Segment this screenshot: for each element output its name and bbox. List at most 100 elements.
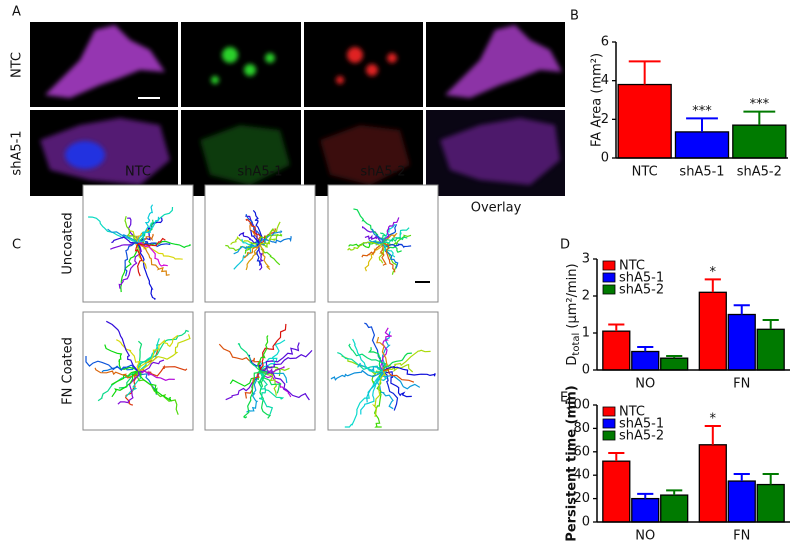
stain [320,125,410,185]
stain [211,47,275,84]
image [304,22,423,107]
cell [440,118,560,185]
trajectory [124,242,139,277]
trajectory [367,347,384,372]
bar [631,497,660,523]
cell [40,118,170,185]
bar [756,328,785,371]
trajectory [366,370,389,403]
error-bar [666,354,683,359]
column-label: shA5-2 [360,165,405,180]
trajectory [243,370,261,419]
legend-label: shA5-2 [619,283,664,298]
stain [336,47,397,84]
trajectory [371,228,384,244]
trajectory [382,243,412,249]
significance: *** [692,104,712,119]
y-axis-label-rest: (μm²/min) [565,263,580,332]
legend-label: NTC [619,259,645,274]
bar [617,83,672,159]
trajectory [344,370,384,428]
error-bar [666,489,683,496]
bar [602,330,631,371]
x-tick-label: shA5-2 [737,165,782,180]
trajectory [357,362,384,373]
significance: * [710,265,717,280]
trajectory [361,242,384,258]
trajectory [259,323,287,372]
x-tick-label: FN [733,377,750,392]
y-tick-label: 2 [582,289,590,304]
y-tick-label: 0 [601,151,609,166]
panel-label: A [12,5,21,20]
bar [698,291,727,371]
row-label: NTC [10,52,25,78]
y-tick-label: 4 [601,73,609,88]
stain [200,125,290,185]
y-tick-label: 2 [601,112,609,127]
significance: * [710,412,717,427]
trajectory [382,368,415,383]
trajectory [246,370,261,413]
legend-swatch [602,284,616,295]
trajectory [259,230,283,244]
trajectory [259,349,313,372]
bar [602,460,631,523]
y-tick-label: 6 [601,35,609,50]
content: ABCDENTCshA5-1ITGA5VinculinOverlayNTCshA… [10,5,790,544]
y-tick-label: 20 [573,491,590,506]
legend-label: NTC [619,405,645,420]
channel-label: Overlay [471,201,522,216]
trajectory [110,242,139,250]
bar [660,494,689,523]
trajectory [233,240,261,255]
bar [756,483,785,523]
trajectory [352,338,384,374]
bar [674,131,730,159]
y-axis-label: Dtotal (μm²/min) [565,263,583,365]
trajectory [117,370,140,405]
y-tick-label: 0 [582,515,590,530]
error-bar [628,60,661,85]
trajectory [137,329,189,372]
error-bar [762,319,779,330]
x-tick-label: shA5-1 [679,165,724,180]
error-bar [637,492,654,499]
panel-label: B [570,9,579,24]
trajectory [252,210,263,244]
y-axis-label-sub: total [571,333,582,356]
trajectory [259,370,310,401]
trajectory [256,242,261,266]
cell [445,25,562,98]
trajectory [136,370,179,415]
trajectory [373,370,384,428]
error-bar [686,117,718,132]
nucleus [65,141,105,169]
significance: *** [750,97,770,112]
panel-label: C [12,238,21,253]
trajectory [379,243,387,266]
cell [45,25,165,98]
trajectory [382,242,396,273]
trajectory [259,342,300,373]
y-tick-label: 40 [573,468,590,483]
trajectory [382,236,408,244]
panel-label: D [560,238,570,253]
trajectory [116,339,141,372]
x-tick-label: NTC [632,165,658,180]
trajectory [371,370,387,418]
y-tick-label: 1 [582,326,590,341]
legend-swatch [602,418,616,429]
legend-swatch [602,430,616,441]
y-tick-label: 60 [573,444,590,459]
trajectory [245,243,261,271]
trajectory [137,233,154,245]
trajectory [225,241,261,252]
trajectory [134,243,143,277]
trajectory [137,338,160,372]
row-label: shA5-1 [10,130,25,175]
legend-swatch [602,272,616,283]
trajectory [137,243,156,300]
trajectory [104,344,139,372]
trajectory [238,231,261,244]
